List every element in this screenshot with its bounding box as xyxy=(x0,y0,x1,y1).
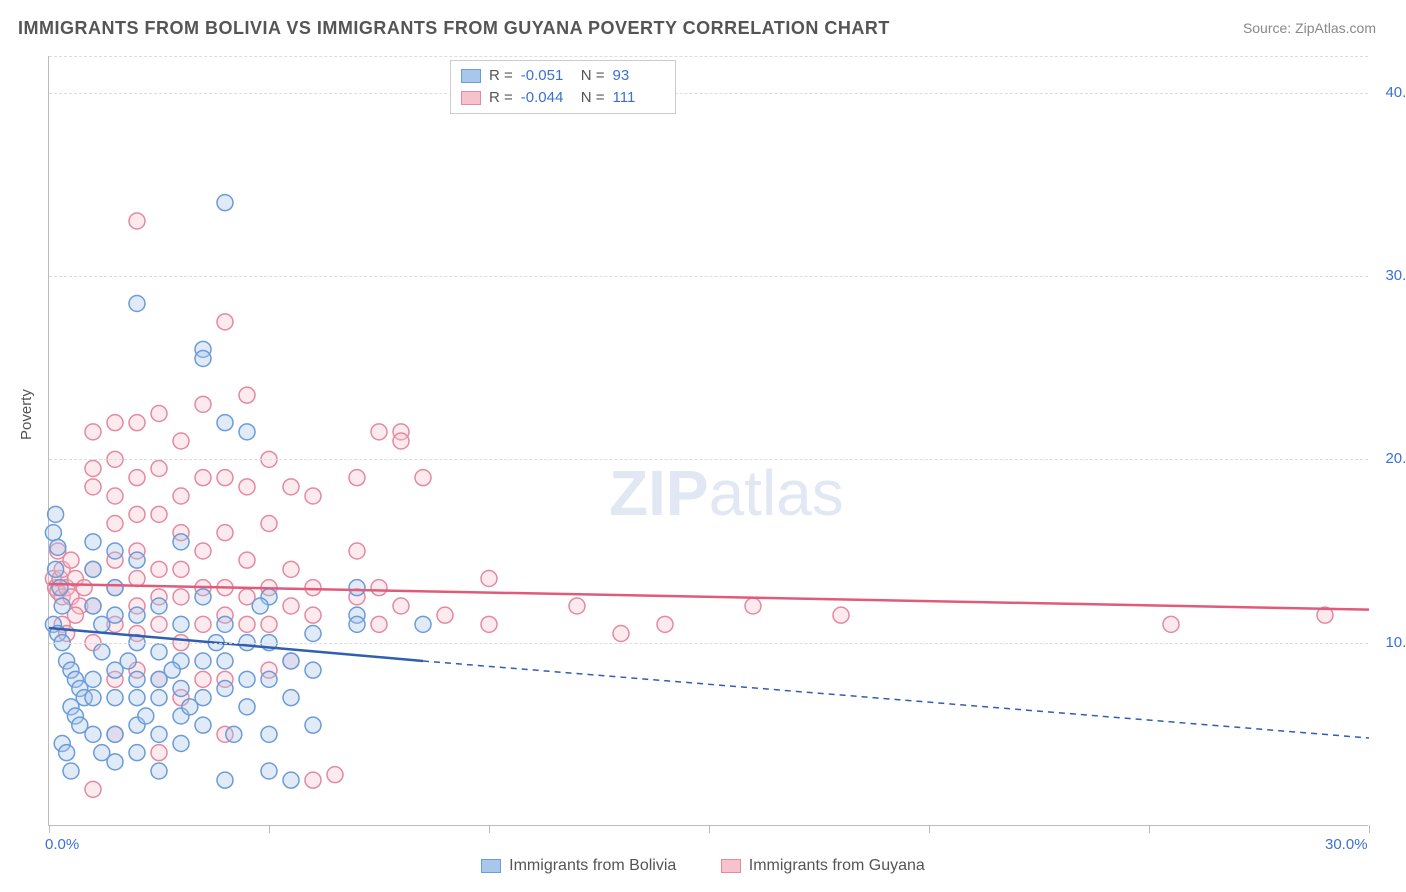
n-value-bolivia: 93 xyxy=(613,65,665,87)
y-tick-label: 10.0% xyxy=(1373,634,1406,651)
x-tick-label: 0.0% xyxy=(45,836,79,853)
n-label: N = xyxy=(581,87,605,109)
legend-item-guyana: Immigrants from Guyana xyxy=(721,857,925,875)
stats-row-bolivia: R = -0.051 N = 93 xyxy=(461,65,665,87)
y-tick-label: 30.0% xyxy=(1373,267,1406,284)
chart-title: IMMIGRANTS FROM BOLIVIA VS IMMIGRANTS FR… xyxy=(18,18,890,39)
source-attribution: Source: ZipAtlas.com xyxy=(1243,20,1376,36)
swatch-bolivia xyxy=(481,859,501,873)
legend-label-bolivia: Immigrants from Bolivia xyxy=(509,857,676,875)
swatch-bolivia xyxy=(461,69,481,83)
legend-item-bolivia: Immigrants from Bolivia xyxy=(481,857,676,875)
scatter-chart-svg xyxy=(49,56,1368,825)
x-tick-label: 30.0% xyxy=(1325,836,1368,853)
n-value-guyana: 111 xyxy=(613,87,665,109)
n-label: N = xyxy=(581,65,605,87)
correlation-stats-legend: R = -0.051 N = 93 R = -0.044 N = 111 xyxy=(450,60,676,114)
swatch-guyana xyxy=(721,859,741,873)
y-tick-label: 40.0% xyxy=(1373,84,1406,101)
y-tick-label: 20.0% xyxy=(1373,450,1406,467)
r-label: R = xyxy=(489,65,513,87)
series-legend: Immigrants from Bolivia Immigrants from … xyxy=(0,857,1406,878)
y-axis-title: Poverty xyxy=(18,389,35,440)
stats-row-guyana: R = -0.044 N = 111 xyxy=(461,87,665,109)
legend-label-guyana: Immigrants from Guyana xyxy=(749,857,925,875)
r-label: R = xyxy=(489,87,513,109)
r-value-bolivia: -0.051 xyxy=(521,65,573,87)
plot-area: ZIPatlas 10.0%20.0%30.0%40.0%0.0%30.0% xyxy=(48,56,1368,826)
r-value-guyana: -0.044 xyxy=(521,87,573,109)
swatch-guyana xyxy=(461,91,481,105)
